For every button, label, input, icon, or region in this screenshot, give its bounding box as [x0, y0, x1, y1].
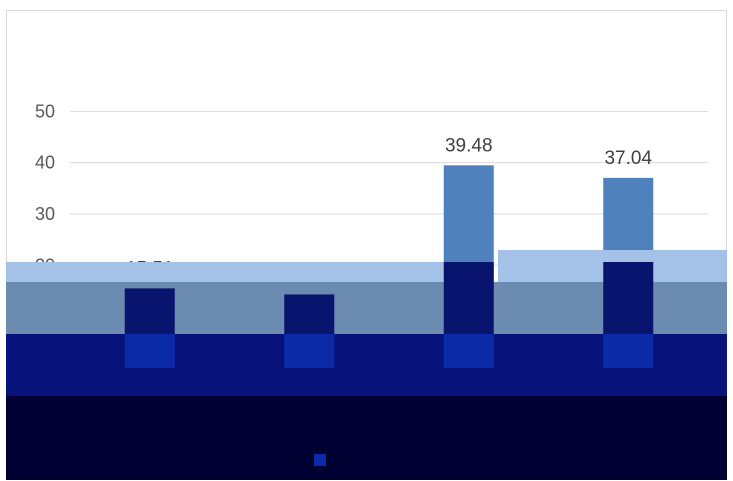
legend	[314, 454, 326, 466]
data-label-2: 39.48	[445, 135, 493, 156]
overlay-band-dark	[6, 396, 727, 480]
bar-stub-2	[443, 262, 494, 334]
bar-stub-0	[124, 288, 175, 334]
bar-stub-3	[603, 262, 654, 334]
bar-foot-1	[284, 334, 335, 368]
legend-swatch	[314, 454, 326, 466]
data-label-3: 37.04	[604, 148, 652, 169]
bar-foot-3	[603, 334, 654, 368]
overlay-band-light-left	[6, 262, 491, 282]
y-tick-label-40: 40	[35, 153, 55, 173]
bar-stub-1	[284, 294, 335, 334]
y-tick-label-30: 30	[35, 204, 55, 224]
overlay-bands	[6, 250, 727, 480]
y-tick-label-50: 50	[35, 101, 55, 121]
bar-foot-0	[124, 334, 175, 368]
bar-foot-2	[443, 334, 494, 368]
